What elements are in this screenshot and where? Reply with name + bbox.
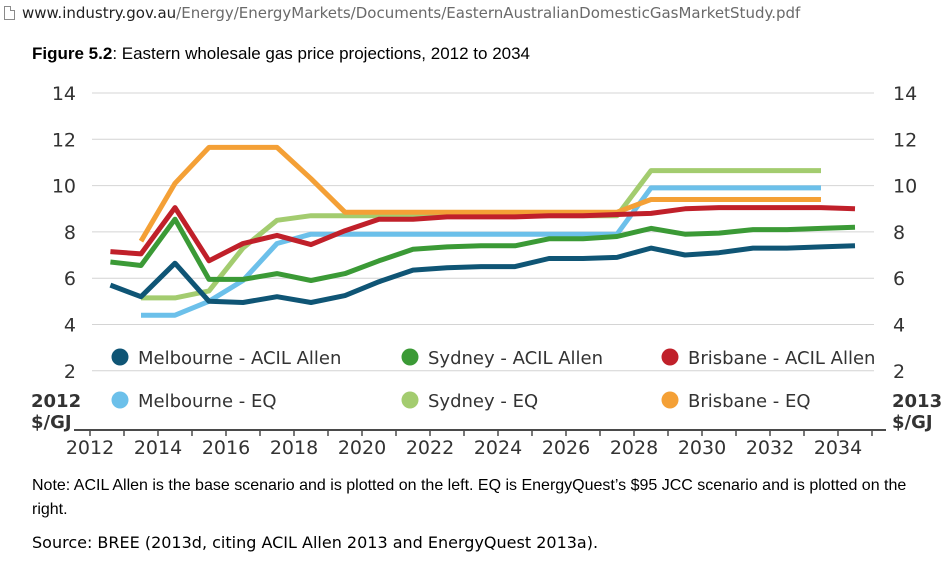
y-right-tick-label: 14 (893, 83, 917, 105)
figure-source: Source: BREE (2013d, citing ACIL Allen 2… (32, 533, 599, 552)
y-left-tick-label: 4 (64, 315, 76, 337)
legend-label: Brisbane - ACIL Allen (688, 348, 875, 369)
y-right-tick-label: 12 (893, 129, 917, 151)
y-axis-right-ticks: 2 4 6 8 10 12 14 (893, 83, 917, 383)
figure-label: Figure 5.2 (32, 44, 113, 63)
legend-marker (661, 391, 679, 409)
x-tick-label: 2028 (610, 437, 658, 459)
y-right-tick-label: 4 (893, 315, 905, 337)
chart-series-lines (109, 144, 856, 318)
y-right-label-line2: $/GJ (892, 412, 933, 433)
y-right-tick-label: 6 (893, 268, 905, 290)
x-tick-label: 2020 (338, 437, 386, 459)
x-tick-label: 2026 (542, 437, 590, 459)
series-line-brisbane-eq (138, 144, 821, 243)
x-tick-label: 2012 (66, 437, 114, 459)
legend-label: Melbourne - ACIL Allen (138, 348, 341, 369)
url-path: /Energy/EnergyMarkets/Documents/EasternA… (176, 4, 801, 22)
y-left-tick-label: 14 (52, 83, 76, 105)
legend-marker (111, 348, 129, 366)
figure-caption: : Eastern wholesale gas price projection… (112, 44, 531, 63)
y-right-label-line1: 2013 (892, 391, 942, 412)
y-left-tick-label: 6 (64, 268, 76, 290)
y-left-tick-label: 8 (64, 222, 76, 244)
y-left-tick-label: 10 (52, 176, 76, 198)
y-left-label-line1: 2012 (31, 391, 81, 412)
url-host: www.industry.gov.au (22, 4, 177, 22)
legend-marker (401, 391, 419, 409)
legend-label: Sydney - EQ (428, 391, 538, 412)
legend-marker (401, 348, 419, 366)
series-line-brisbane-acil-allen (110, 205, 856, 264)
y-axis-left-ticks: 2 4 6 8 10 12 14 (52, 83, 76, 383)
x-tick-label: 2030 (678, 437, 726, 459)
y-right-tick-label: 8 (893, 222, 905, 244)
y-right-tick-label: 2 (893, 361, 905, 383)
legend-marker (111, 391, 129, 409)
x-tick-label: 2018 (270, 437, 318, 459)
series-line-sydney-acil-allen (110, 216, 856, 283)
x-tick-label: 2034 (814, 437, 862, 459)
legend-marker (661, 348, 679, 366)
document-icon (4, 6, 15, 20)
x-tick-label: 2022 (406, 437, 454, 459)
x-tick-label: 2024 (474, 437, 522, 459)
figure-title: Figure 5.2: Eastern wholesale gas price … (32, 44, 530, 64)
x-tick-label: 2014 (134, 437, 182, 459)
legend-label: Melbourne - EQ (138, 391, 277, 412)
y-left-tick-label: 12 (52, 129, 76, 151)
legend-label: Brisbane - EQ (688, 391, 811, 412)
y-right-tick-label: 10 (893, 176, 917, 198)
series-line-melbourne-acil-allen (109, 243, 856, 305)
address-bar[interactable]: www.industry.gov.au/Energy/EnergyMarkets… (0, 0, 945, 26)
chart-legend: Melbourne - ACIL Allen Sydney - ACIL Alle… (111, 348, 875, 412)
figure-note: Note: ACIL Allen is the base scenario an… (32, 477, 907, 518)
x-axis: 2012 2014 2016 2018 2020 2022 2024 2026 2028 2030… (66, 429, 886, 459)
series-line-melbourne-eq (141, 185, 821, 318)
y-left-label-line2: $/GJ (31, 412, 72, 433)
x-tick-label: 2032 (746, 437, 794, 459)
legend-label: Sydney - ACIL Allen (428, 348, 603, 369)
y-left-tick-label: 2 (64, 361, 76, 383)
x-tick-label: 2016 (202, 437, 250, 459)
